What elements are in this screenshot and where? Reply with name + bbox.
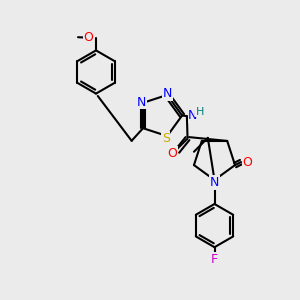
Text: O: O xyxy=(84,31,93,44)
Text: S: S xyxy=(162,132,170,145)
Text: N: N xyxy=(188,109,198,122)
Text: N: N xyxy=(163,87,172,100)
Text: F: F xyxy=(211,253,218,266)
Text: N: N xyxy=(137,96,146,109)
Text: N: N xyxy=(210,176,219,189)
Text: H: H xyxy=(196,106,204,117)
Text: O: O xyxy=(168,147,177,160)
Text: O: O xyxy=(243,156,253,169)
